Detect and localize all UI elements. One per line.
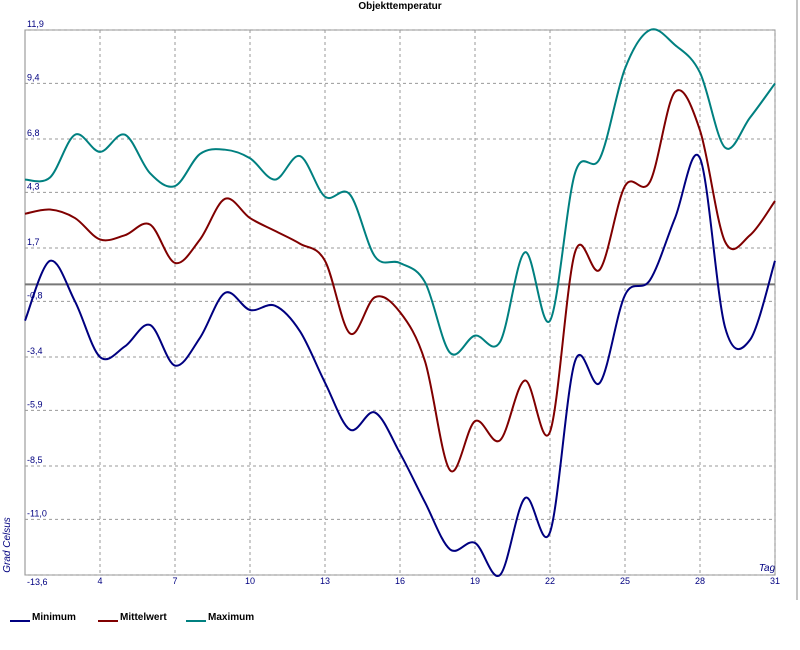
legend-label: Mittelwert [120, 612, 167, 623]
series-line [24, 89, 776, 473]
x-tick-label: 25 [620, 576, 630, 586]
x-tick-label: 19 [470, 576, 480, 586]
x-tick-label: 13 [320, 576, 330, 586]
x-tick-label: 10 [245, 576, 255, 586]
x-tick-label: 16 [395, 576, 405, 586]
x-tick-label: 4 [97, 576, 102, 586]
x-tick-label: 22 [545, 576, 555, 586]
y-tick-label: 1,7 [27, 237, 40, 247]
legend-label: Maximum [208, 612, 254, 623]
y-tick-label: -11,0 [27, 508, 47, 518]
x-axis-label: Tag [759, 563, 776, 574]
y-tick-label: -13,6 [27, 577, 48, 587]
y-axis-label: Grad Celsus [2, 517, 13, 573]
x-tick-label: 31 [770, 576, 780, 586]
y-tick-label: 11,9 [27, 19, 44, 29]
x-tick-label: 7 [172, 576, 177, 586]
y-tick-label: 9,4 [27, 72, 40, 82]
legend-label: Minimum [32, 612, 76, 623]
y-tick-label: -0,8 [27, 290, 43, 300]
y-tick-label: 4,3 [27, 181, 40, 191]
series-line [24, 28, 776, 356]
y-tick-label: -8,5 [27, 455, 43, 465]
chart-title: Objekttemperatur [358, 1, 441, 12]
series-line [24, 154, 776, 577]
y-tick-label: 6,8 [27, 128, 40, 138]
y-tick-label: -3,4 [27, 346, 43, 356]
y-tick-label: -5,9 [27, 399, 43, 409]
x-tick-label: 28 [695, 576, 705, 586]
